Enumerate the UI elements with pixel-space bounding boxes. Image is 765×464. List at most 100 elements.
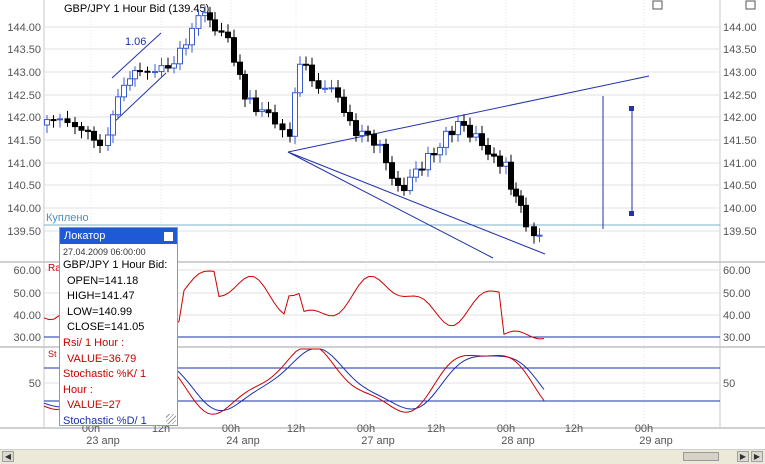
mid-trend-line[interactable] bbox=[287, 151, 546, 255]
fib-channel[interactable] bbox=[111, 32, 167, 125]
candle-body bbox=[413, 168, 419, 178]
price-tick-right: 143.00 bbox=[723, 67, 757, 79]
price-tick-left: 139.50 bbox=[7, 226, 41, 238]
candle-body bbox=[383, 143, 389, 164]
locator-title-bar[interactable]: Локатор bbox=[60, 228, 177, 244]
bought-label: Куплено bbox=[46, 212, 89, 224]
scroll-left-icon[interactable]: ◀ bbox=[2, 451, 14, 462]
candle-body bbox=[431, 153, 437, 156]
candle-body bbox=[389, 162, 395, 179]
price-tick-left: 142.50 bbox=[7, 90, 41, 102]
time-tick: 12h bbox=[287, 423, 305, 435]
stoch-label: St bbox=[48, 349, 57, 359]
candle-body bbox=[503, 161, 509, 167]
candle-body bbox=[531, 226, 537, 237]
price-tick-right: 141.00 bbox=[723, 158, 757, 170]
locator-panel[interactable]: Локатор 27.04.2009 06:00:00 GBP/JPY 1 Ho… bbox=[59, 227, 178, 427]
price-tick-left: 141.50 bbox=[7, 135, 41, 147]
candle-body bbox=[78, 126, 85, 131]
candle-body bbox=[237, 61, 243, 75]
candle-body bbox=[407, 176, 413, 192]
candle-body bbox=[365, 130, 371, 135]
candle-body bbox=[359, 130, 365, 137]
rsi-tick-left: 60.00 bbox=[13, 265, 41, 277]
target-handle[interactable] bbox=[629, 106, 634, 111]
candle-body bbox=[137, 70, 143, 73]
resize-grip-icon[interactable] bbox=[166, 414, 176, 424]
upper-trend-line[interactable] bbox=[287, 75, 650, 153]
candle-body bbox=[218, 30, 225, 33]
locator-close-icon[interactable] bbox=[163, 231, 174, 242]
rsi-tick-right: 30.00 bbox=[723, 332, 751, 344]
time-tick: 00h bbox=[635, 423, 653, 435]
candle-body bbox=[341, 96, 347, 113]
candle-body bbox=[353, 120, 359, 137]
candle-body bbox=[315, 80, 322, 89]
rsi-tick-left: 30.00 bbox=[13, 332, 41, 344]
candle-body bbox=[225, 31, 231, 39]
candle-body bbox=[121, 84, 127, 98]
locator-title: Локатор bbox=[64, 230, 106, 242]
candle-body bbox=[158, 65, 165, 73]
locator-close: CLOSE=141.05 bbox=[67, 321, 145, 334]
candle-body bbox=[395, 177, 401, 186]
time-tick: 12h bbox=[427, 423, 445, 435]
locator-stoch-d-label: Stochastic %D/ 1 bbox=[63, 414, 147, 427]
date-tick: 27 апр bbox=[361, 435, 394, 447]
candle-body bbox=[287, 129, 293, 137]
candle-body bbox=[485, 144, 491, 155]
candle-body bbox=[473, 133, 479, 138]
locator-rsi-label: Rsi/ 1 Hour : bbox=[63, 336, 125, 349]
candle-body bbox=[57, 118, 63, 121]
candle-body bbox=[115, 96, 121, 116]
candle-body bbox=[297, 63, 303, 94]
candle-body bbox=[165, 65, 171, 69]
locator-stoch-k-label: Stochastic %K/ 1 bbox=[63, 368, 147, 381]
locator-rsi-value: VALUE=36.79 bbox=[67, 352, 137, 365]
candle-body bbox=[202, 12, 208, 17]
window-restore-icon[interactable] bbox=[652, 0, 663, 10]
horizontal-scrollbar[interactable]: ◀ ▶ ▶ bbox=[0, 449, 765, 464]
candle-body bbox=[253, 97, 259, 113]
candle-body bbox=[171, 63, 177, 69]
lower-trend-line[interactable] bbox=[287, 151, 494, 259]
scroll-right-icon[interactable]: ▶ bbox=[737, 451, 749, 462]
candle-body bbox=[401, 184, 407, 192]
window-close-icon[interactable] bbox=[745, 0, 756, 10]
scroll-thumb[interactable] bbox=[683, 452, 719, 461]
chart-canvas[interactable]: 144.00 143.50 143.00 142.50 142.00 141.5… bbox=[0, 0, 765, 449]
candle-body bbox=[479, 133, 485, 146]
candle-body bbox=[513, 188, 519, 197]
rsi-tick-left: 50.00 bbox=[13, 288, 41, 300]
candle-body bbox=[497, 155, 503, 167]
candle-body bbox=[105, 134, 111, 146]
date-tick: 24 апр bbox=[226, 435, 259, 447]
candle-body bbox=[328, 87, 335, 90]
candle-body bbox=[347, 111, 353, 122]
candle-body bbox=[518, 195, 524, 206]
candle-body bbox=[467, 124, 473, 138]
candle-body bbox=[303, 63, 309, 66]
locator-low: LOW=140.99 bbox=[67, 305, 133, 318]
target-handle[interactable] bbox=[629, 211, 634, 216]
price-tick-right: 143.50 bbox=[723, 44, 757, 56]
scroll-end-icon[interactable]: ▶ bbox=[751, 451, 763, 462]
candle-body bbox=[195, 15, 202, 29]
candle-body bbox=[461, 121, 467, 126]
locator-high: HIGH=141.47 bbox=[67, 290, 135, 303]
rsi-tick-right: 60.00 bbox=[723, 265, 751, 277]
time-tick: 00h bbox=[357, 423, 375, 435]
candle-body bbox=[231, 37, 237, 63]
price-tick-left: 142.00 bbox=[7, 112, 41, 124]
candle-body bbox=[152, 71, 158, 74]
date-tick: 23 апр bbox=[86, 435, 119, 447]
candle-body bbox=[443, 130, 449, 148]
candle-body bbox=[419, 168, 425, 171]
locator-timestamp: 27.04.2009 06:00:00 bbox=[63, 247, 146, 257]
time-tick: 12h bbox=[565, 423, 583, 435]
candle-body bbox=[50, 119, 57, 122]
price-tick-left: 144.00 bbox=[7, 22, 41, 34]
candle-body bbox=[455, 121, 461, 136]
candle-body bbox=[491, 153, 497, 157]
